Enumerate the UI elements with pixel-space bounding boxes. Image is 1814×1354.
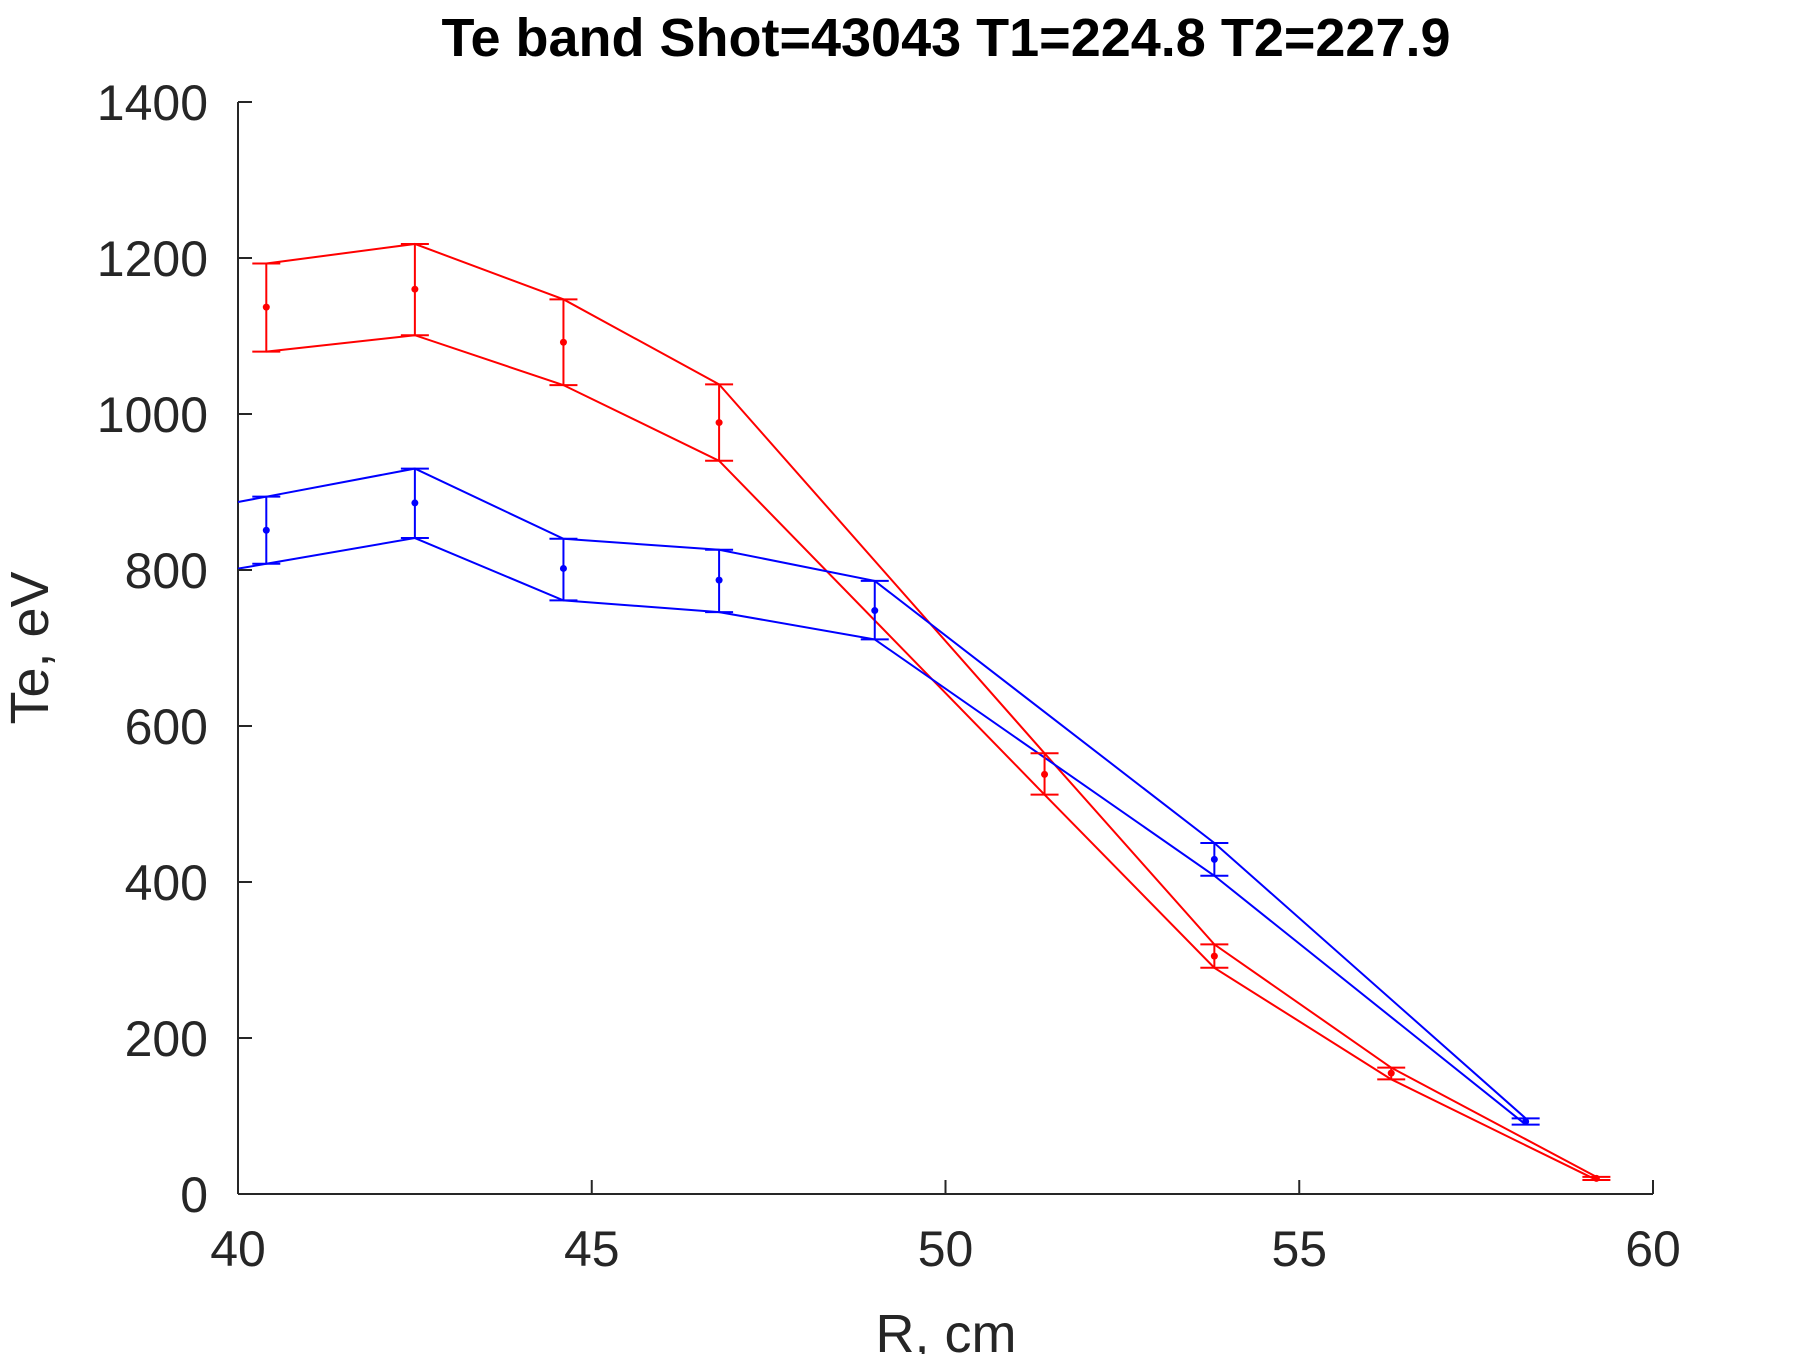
series-0-upper-band <box>266 242 1597 1178</box>
series-1-point <box>871 607 879 615</box>
series-0-point <box>715 419 723 427</box>
y-ticks: 0 200 400 600 800 1000 1200 1400 <box>97 75 252 1223</box>
x-tick-label: 50 <box>918 1221 974 1277</box>
x-tick-label: 40 <box>210 1221 266 1277</box>
series-1-upper-band <box>237 467 1527 1120</box>
y-tick-label: 0 <box>180 1167 208 1223</box>
series-1-point <box>411 499 419 507</box>
y-tick-label: 1200 <box>97 231 208 287</box>
series-1-point <box>262 526 270 534</box>
band-layer <box>237 242 1597 1181</box>
y-axis-label: Te, eV <box>0 571 60 724</box>
series-0-lower-band <box>266 334 1597 1181</box>
series-0-point <box>262 303 270 311</box>
series-1-point <box>1522 1117 1530 1125</box>
x-tick-label: 55 <box>1271 1221 1327 1277</box>
series-0-point <box>1592 1174 1600 1182</box>
series-0-point <box>1210 952 1218 960</box>
series-1-lower-band <box>237 536 1527 1126</box>
errorbar-layer <box>252 242 1611 1181</box>
series-0-point <box>411 285 419 293</box>
point-layer <box>262 285 1600 1182</box>
x-tick-label: 45 <box>564 1221 620 1277</box>
y-tick-label: 1000 <box>97 387 208 443</box>
series-1-point <box>559 564 567 572</box>
y-tick-label: 200 <box>125 1011 208 1067</box>
series-0-point <box>1387 1069 1395 1077</box>
plot-area: 40 45 50 55 60 0 200 400 600 800 1000 1200 1400 <box>97 75 1681 1277</box>
series-0-point <box>1041 770 1049 778</box>
y-tick-label: 1400 <box>97 75 208 131</box>
y-tick-label: 800 <box>125 543 208 599</box>
series-1-point <box>715 576 723 584</box>
series-0-point <box>559 338 567 346</box>
chart-title: Te band Shot=43043 T1=224.8 T2=227.9 <box>441 8 1450 68</box>
x-tick-label: 60 <box>1625 1221 1681 1277</box>
series-1-point <box>1210 855 1218 863</box>
y-tick-label: 600 <box>125 699 208 755</box>
x-ticks: 40 45 50 55 60 <box>210 1180 1681 1277</box>
x-axis-label: R, cm <box>876 1304 1017 1354</box>
y-tick-label: 400 <box>125 855 208 911</box>
